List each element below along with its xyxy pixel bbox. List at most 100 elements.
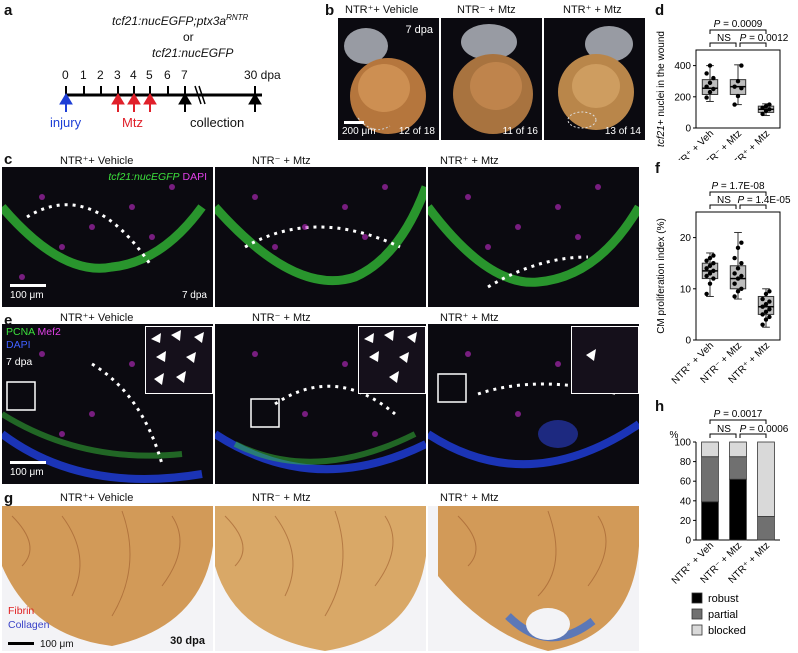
data-point (707, 263, 713, 268)
p-value-outer: P = 0.0017 (714, 410, 763, 420)
tick-7: 7 (181, 68, 188, 82)
g-stage: 30 dpa (170, 635, 205, 647)
data-point (763, 103, 769, 109)
data-point (739, 86, 744, 91)
legend-swatch-partial (691, 608, 703, 620)
data-point (739, 63, 744, 68)
panel-label-a: a (4, 2, 13, 19)
tick-6: 6 (164, 68, 171, 82)
timeline-svg (59, 85, 262, 112)
data-point (763, 291, 769, 297)
data-point (739, 286, 744, 291)
data-point (739, 240, 744, 245)
data-point (711, 276, 716, 281)
y-tick-label: 200 (674, 92, 691, 103)
mtz-label: Mtz (122, 115, 143, 130)
bracket-ns (709, 204, 737, 209)
e-inset-1 (145, 326, 213, 394)
bar-partial (729, 456, 747, 480)
g-scale-bar (8, 642, 34, 645)
c-image-2 (215, 167, 426, 307)
heart-image-2: 11 of 16 (441, 18, 542, 140)
legend-swatch-blocked (691, 624, 703, 636)
legend-label-partial: partial (708, 609, 738, 621)
y-tick-label: 0 (685, 536, 691, 547)
heart-scale-label: 200 μm (342, 126, 376, 137)
data-point (763, 108, 769, 114)
panel-a: tcf21:nucEGFP;ptx3aRNTR or tcf21:nucEGFP… (0, 0, 320, 150)
genotype-or: or (183, 30, 194, 44)
e-legend-2: DAPI (6, 339, 31, 351)
data-point (735, 93, 741, 99)
e-title-2: NTR⁻ + Mtz (252, 312, 311, 324)
data-point (763, 309, 769, 315)
c-image-1: tcf21:nucEGFP DAPI 100 μm 7 dpa (2, 167, 213, 307)
legend-swatch-robust (691, 592, 703, 604)
data-point (735, 276, 741, 281)
c-legend: tcf21:nucEGFP DAPI (108, 171, 207, 183)
heart-image-3: 13 of 14 (544, 18, 645, 140)
heart-count-2: 11 of 16 (502, 126, 538, 137)
y-tick-label: 10 (680, 284, 692, 295)
heart-title-1: NTR⁺+ Vehicle (345, 4, 419, 16)
p-value-inner: P = 1.4E-05 (737, 195, 791, 206)
heart-title-2: NTR⁻ + Mtz (457, 4, 516, 16)
tick-30: 30 dpa (244, 68, 281, 82)
panel-label-c: c (4, 151, 13, 168)
e-title-3: NTR⁺ + Mtz (440, 312, 499, 324)
data-point (732, 281, 737, 286)
panel-label-f: f (655, 160, 660, 177)
data-point (732, 84, 737, 89)
data-point (760, 105, 765, 110)
data-point (704, 291, 709, 297)
y-tick-label: 80 (680, 457, 692, 468)
c-title-3: NTR⁺ + Mtz (440, 155, 499, 167)
bracket-inner (739, 433, 767, 438)
injury-label: injury (50, 115, 82, 130)
data-point (707, 255, 713, 261)
heart-count-3: 13 of 14 (604, 126, 641, 137)
y-axis-label: tcf21+ nuclei in the wound (656, 31, 667, 147)
bar-partial (701, 456, 719, 503)
collection-arrows (178, 93, 262, 112)
bracket-ns (709, 433, 737, 438)
y-tick-label: 0 (685, 124, 691, 135)
heart-image-1: 7 dpa 200 μm 12 of 18 (338, 18, 439, 140)
bar-blocked (757, 441, 775, 517)
e-scale-bar (10, 461, 46, 464)
bracket-outer (709, 29, 767, 34)
heart-scale-bar (344, 121, 364, 124)
e-legend-1: PCNA Mef2 (6, 326, 61, 338)
data-point (735, 266, 741, 271)
e-image-2 (215, 324, 426, 484)
c-stage: 7 dpa (181, 290, 207, 301)
ns-label: NS (717, 33, 731, 44)
y-tick-label: 60 (680, 477, 692, 488)
data-point (704, 266, 709, 271)
panel-label-h: h (655, 398, 665, 415)
data-point (760, 322, 765, 327)
g-image-1: Fibrin Collagen 100 μm 30 dpa (2, 506, 213, 651)
ns-label: NS (717, 424, 731, 435)
tick-2: 2 (97, 68, 104, 82)
legend-label-robust: robust (708, 593, 739, 605)
g-title-3: NTR⁺ + Mtz (440, 492, 499, 504)
data-point (707, 89, 713, 95)
data-point (739, 261, 744, 266)
tick-1: 1 (80, 68, 87, 82)
y-tick-label: 20 (680, 516, 692, 527)
data-point (704, 95, 709, 100)
y-tick-label: 400 (674, 61, 691, 72)
data-point (735, 245, 741, 251)
e-scale-label: 100 μm (10, 467, 44, 478)
data-point (707, 63, 713, 68)
data-point (704, 258, 709, 263)
panel-label-g: g (4, 490, 14, 507)
data-point (704, 84, 709, 89)
data-point (707, 80, 713, 85)
data-point (732, 271, 737, 276)
data-point (735, 79, 741, 84)
bracket-ns (709, 42, 737, 47)
